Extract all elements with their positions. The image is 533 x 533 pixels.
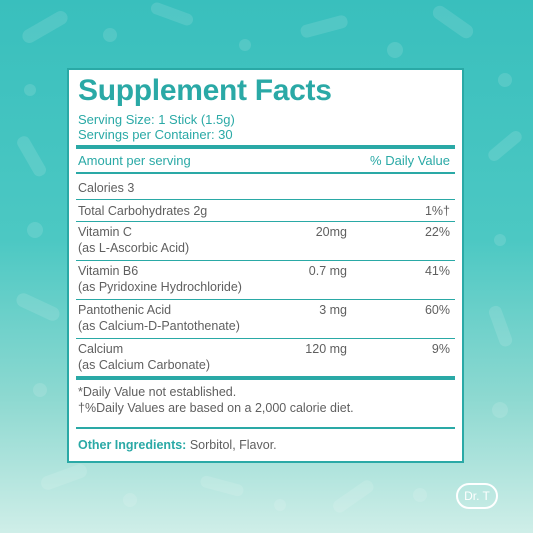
nutrient-dv-calcium: 9%	[431, 342, 450, 356]
nutrient-source-pantothenic-acid: (as Calcium-D-Pantothenate)	[78, 319, 240, 333]
divider	[76, 260, 455, 261]
thick-divider	[76, 376, 455, 380]
nutrient-dv-vitamin-c: 22%	[424, 225, 450, 239]
nutrient-amount-vitamin-b6: 0.7 mg	[308, 264, 347, 278]
nutrient-source-vitamin-c: (as L-Ascorbic Acid)	[78, 241, 190, 255]
nutrient-dv-vitamin-b6: 41%	[424, 264, 450, 278]
other-ingredients-label: Other Ingredients:	[78, 438, 187, 452]
nutrient-name-vitamin-c: Vitamin C	[78, 225, 132, 239]
calories: Calories 3	[78, 181, 135, 195]
nutrient-name-calcium: Calcium	[78, 342, 124, 356]
other-ingredients: Other Ingredients: Sorbitol, Flavor.	[78, 438, 277, 452]
servings-per-container: Servings per Container: 30	[78, 127, 233, 142]
amount-per-serving-header: Amount per serving	[78, 153, 191, 168]
footnote-not-established: *Daily Value not established.	[78, 385, 237, 399]
daily-value-header: % Daily Value	[370, 153, 450, 168]
serving-size: Serving Size: 1 Stick (1.5g)	[78, 112, 235, 127]
other-ingredients-value: Sorbitol, Flavor.	[186, 438, 277, 452]
divider	[76, 299, 455, 300]
panel-title: Supplement Facts	[78, 74, 332, 107]
total-carbohydrates-label: Total Carbohydrates 2g	[78, 204, 208, 218]
footnote-daily-values: †%Daily Values are based on a 2,000 calo…	[78, 401, 354, 415]
divider	[76, 338, 455, 339]
divider	[76, 427, 455, 429]
nutrient-name-pantothenic-acid: Pantothenic Acid	[78, 303, 172, 317]
divider	[76, 172, 455, 174]
nutrient-name-vitamin-b6: Vitamin B6	[78, 264, 139, 278]
divider	[76, 221, 455, 222]
nutrient-source-calcium: (as Calcium Carbonate)	[78, 358, 210, 372]
brand-logo-text: Dr. T	[464, 489, 490, 503]
nutrient-amount-calcium: 120 mg	[305, 342, 347, 356]
nutrient-dv-pantothenic-acid: 60%	[424, 303, 450, 317]
brand-logo: Dr. T	[456, 483, 498, 509]
nutrient-amount-pantothenic-acid: 3 mg	[319, 303, 347, 317]
divider	[76, 199, 455, 200]
nutrient-source-vitamin-b6: (as Pyridoxine Hydrochloride)	[78, 280, 242, 294]
nutrient-amount-vitamin-c: 20mg	[315, 225, 347, 239]
thick-divider	[76, 145, 455, 149]
total-carbohydrates-dv: 1%†	[424, 204, 450, 218]
supplement-facts-panel: Supplement Facts Serving Size: 1 Stick (…	[67, 68, 464, 463]
